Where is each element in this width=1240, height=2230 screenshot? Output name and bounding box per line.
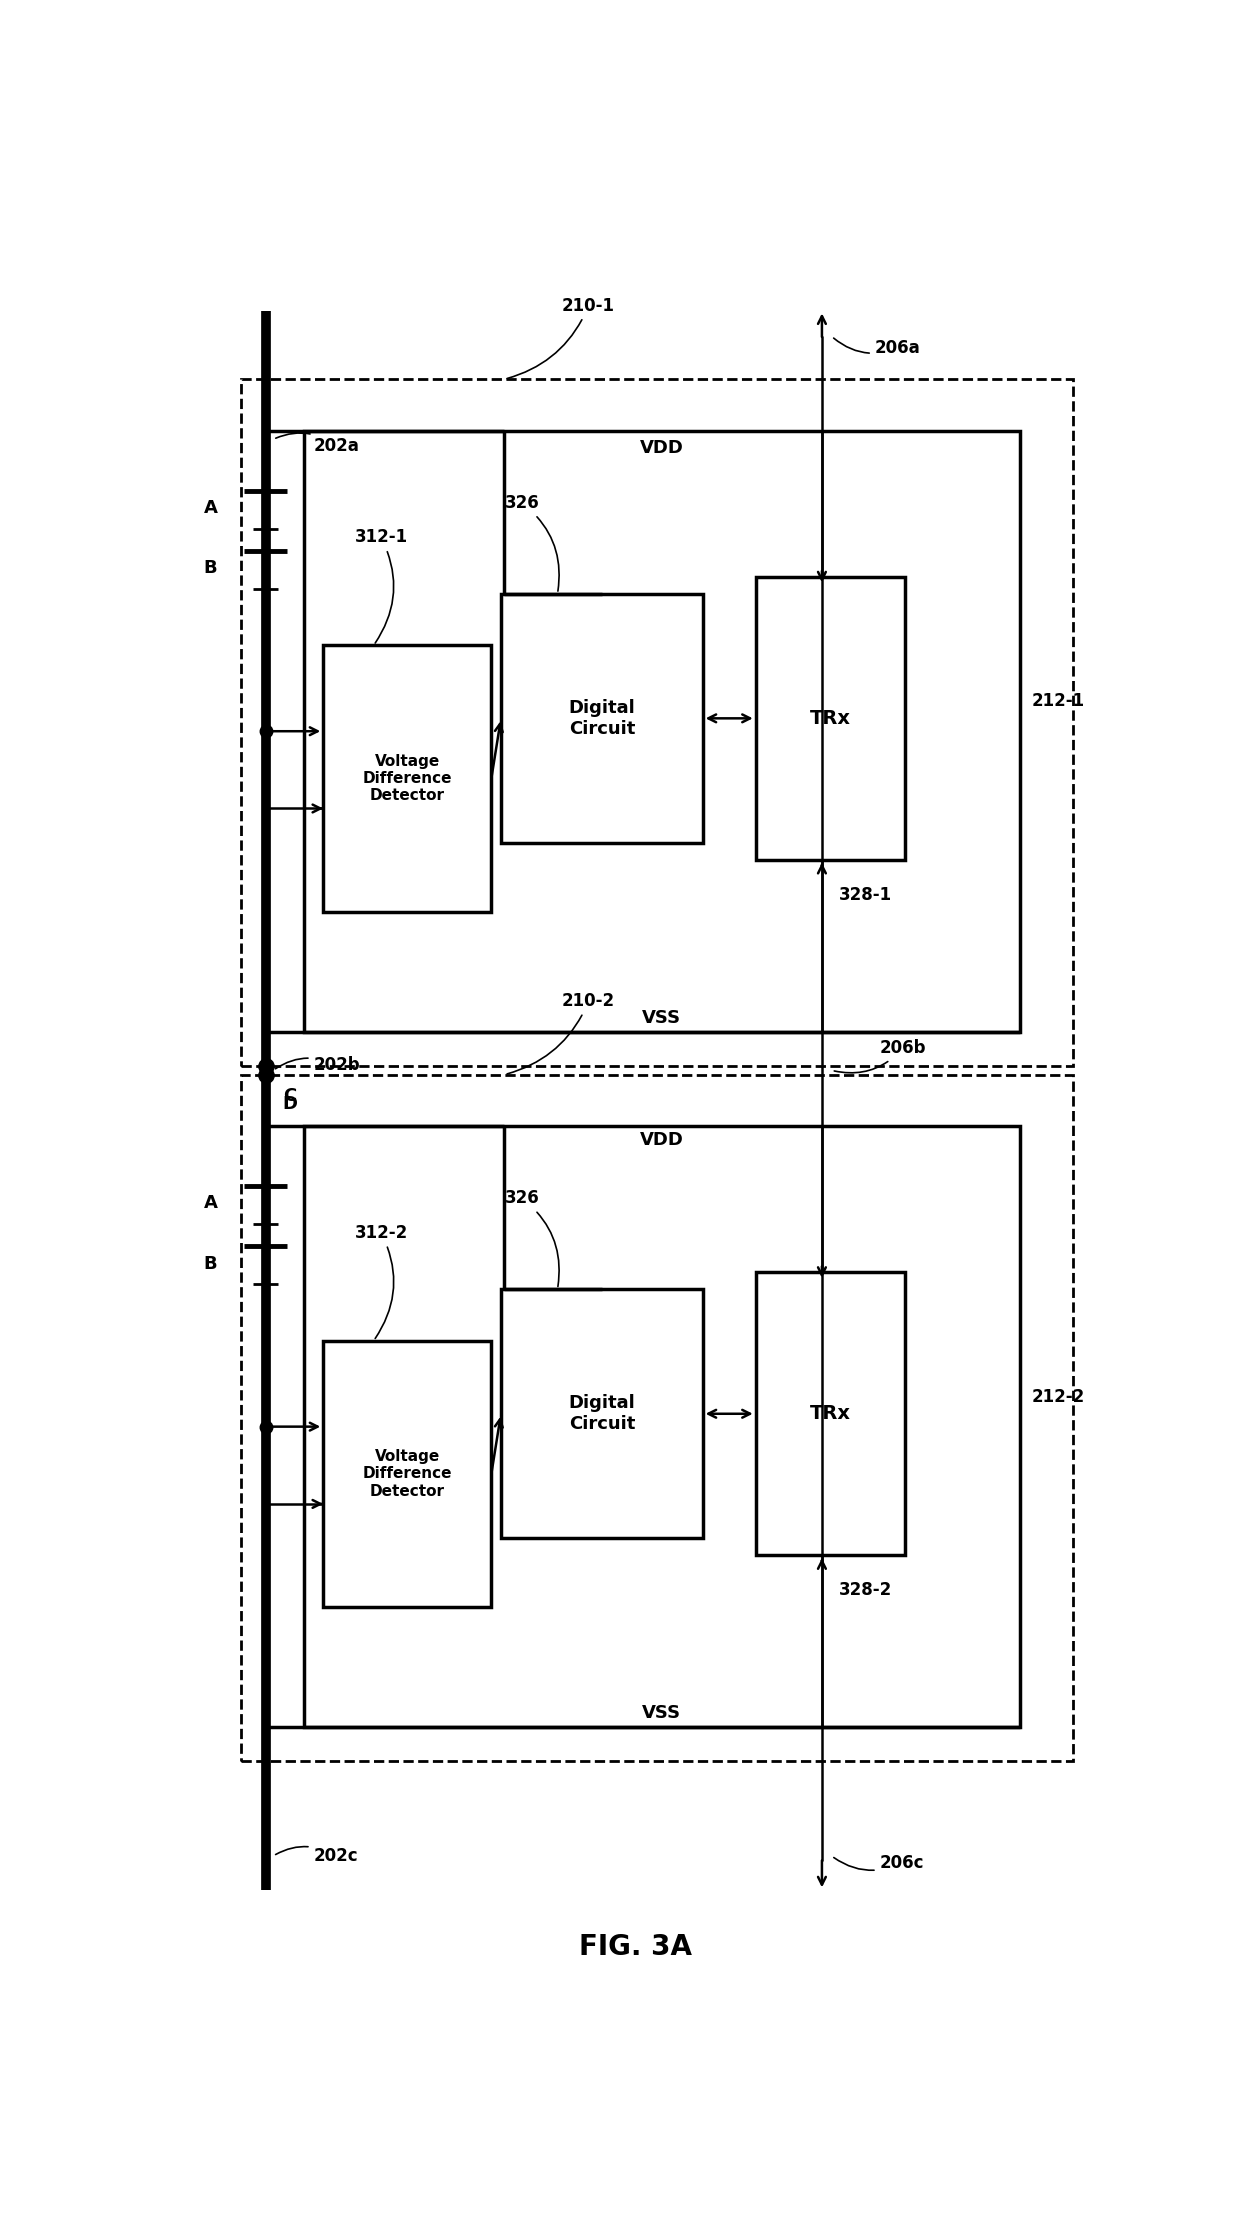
Text: TRx: TRx — [810, 709, 851, 727]
Text: B: B — [203, 560, 217, 578]
Bar — [304, 430, 1021, 1032]
Text: VDD: VDD — [640, 439, 684, 457]
Text: 202c: 202c — [275, 1846, 358, 1864]
Text: 212-1: 212-1 — [1032, 691, 1085, 709]
Text: 206b: 206b — [835, 1039, 926, 1073]
Text: Digital
Circuit: Digital Circuit — [568, 1394, 635, 1434]
Text: Voltage
Difference
Detector: Voltage Difference Detector — [362, 754, 453, 803]
Text: 328-2: 328-2 — [839, 1581, 893, 1599]
Text: 202a: 202a — [275, 433, 360, 455]
Text: TRx: TRx — [810, 1405, 851, 1423]
Text: 210-2: 210-2 — [507, 992, 615, 1075]
Text: FIG. 3A: FIG. 3A — [579, 1933, 692, 1960]
Bar — [304, 1126, 1021, 1726]
Bar — [242, 1075, 1073, 1762]
Text: 326: 326 — [505, 1189, 559, 1287]
Text: A: A — [203, 1195, 217, 1213]
Text: Digital
Circuit: Digital Circuit — [568, 698, 635, 738]
Text: 326: 326 — [505, 495, 559, 591]
Bar — [324, 1340, 491, 1608]
Bar — [755, 1271, 905, 1557]
Text: VDD: VDD — [640, 1131, 684, 1148]
Bar — [501, 593, 703, 843]
Text: D: D — [283, 1095, 298, 1113]
Bar — [242, 379, 1073, 1066]
Text: VSS: VSS — [642, 1704, 682, 1722]
Text: 206a: 206a — [833, 339, 920, 357]
Bar — [324, 644, 491, 912]
Bar — [755, 578, 905, 861]
Text: 328-1: 328-1 — [839, 885, 893, 903]
Text: C: C — [283, 1086, 296, 1104]
Text: B: B — [203, 1255, 217, 1273]
Bar — [501, 1289, 703, 1539]
Text: 312-1: 312-1 — [355, 529, 408, 642]
Text: 312-2: 312-2 — [355, 1224, 408, 1338]
Text: 206c: 206c — [833, 1853, 924, 1871]
Text: 212-2: 212-2 — [1032, 1387, 1085, 1405]
Text: A: A — [203, 500, 217, 517]
Text: VSS: VSS — [642, 1008, 682, 1028]
Text: Voltage
Difference
Detector: Voltage Difference Detector — [362, 1450, 453, 1499]
Text: 202b: 202b — [275, 1057, 360, 1075]
Text: 210-1: 210-1 — [507, 297, 615, 379]
